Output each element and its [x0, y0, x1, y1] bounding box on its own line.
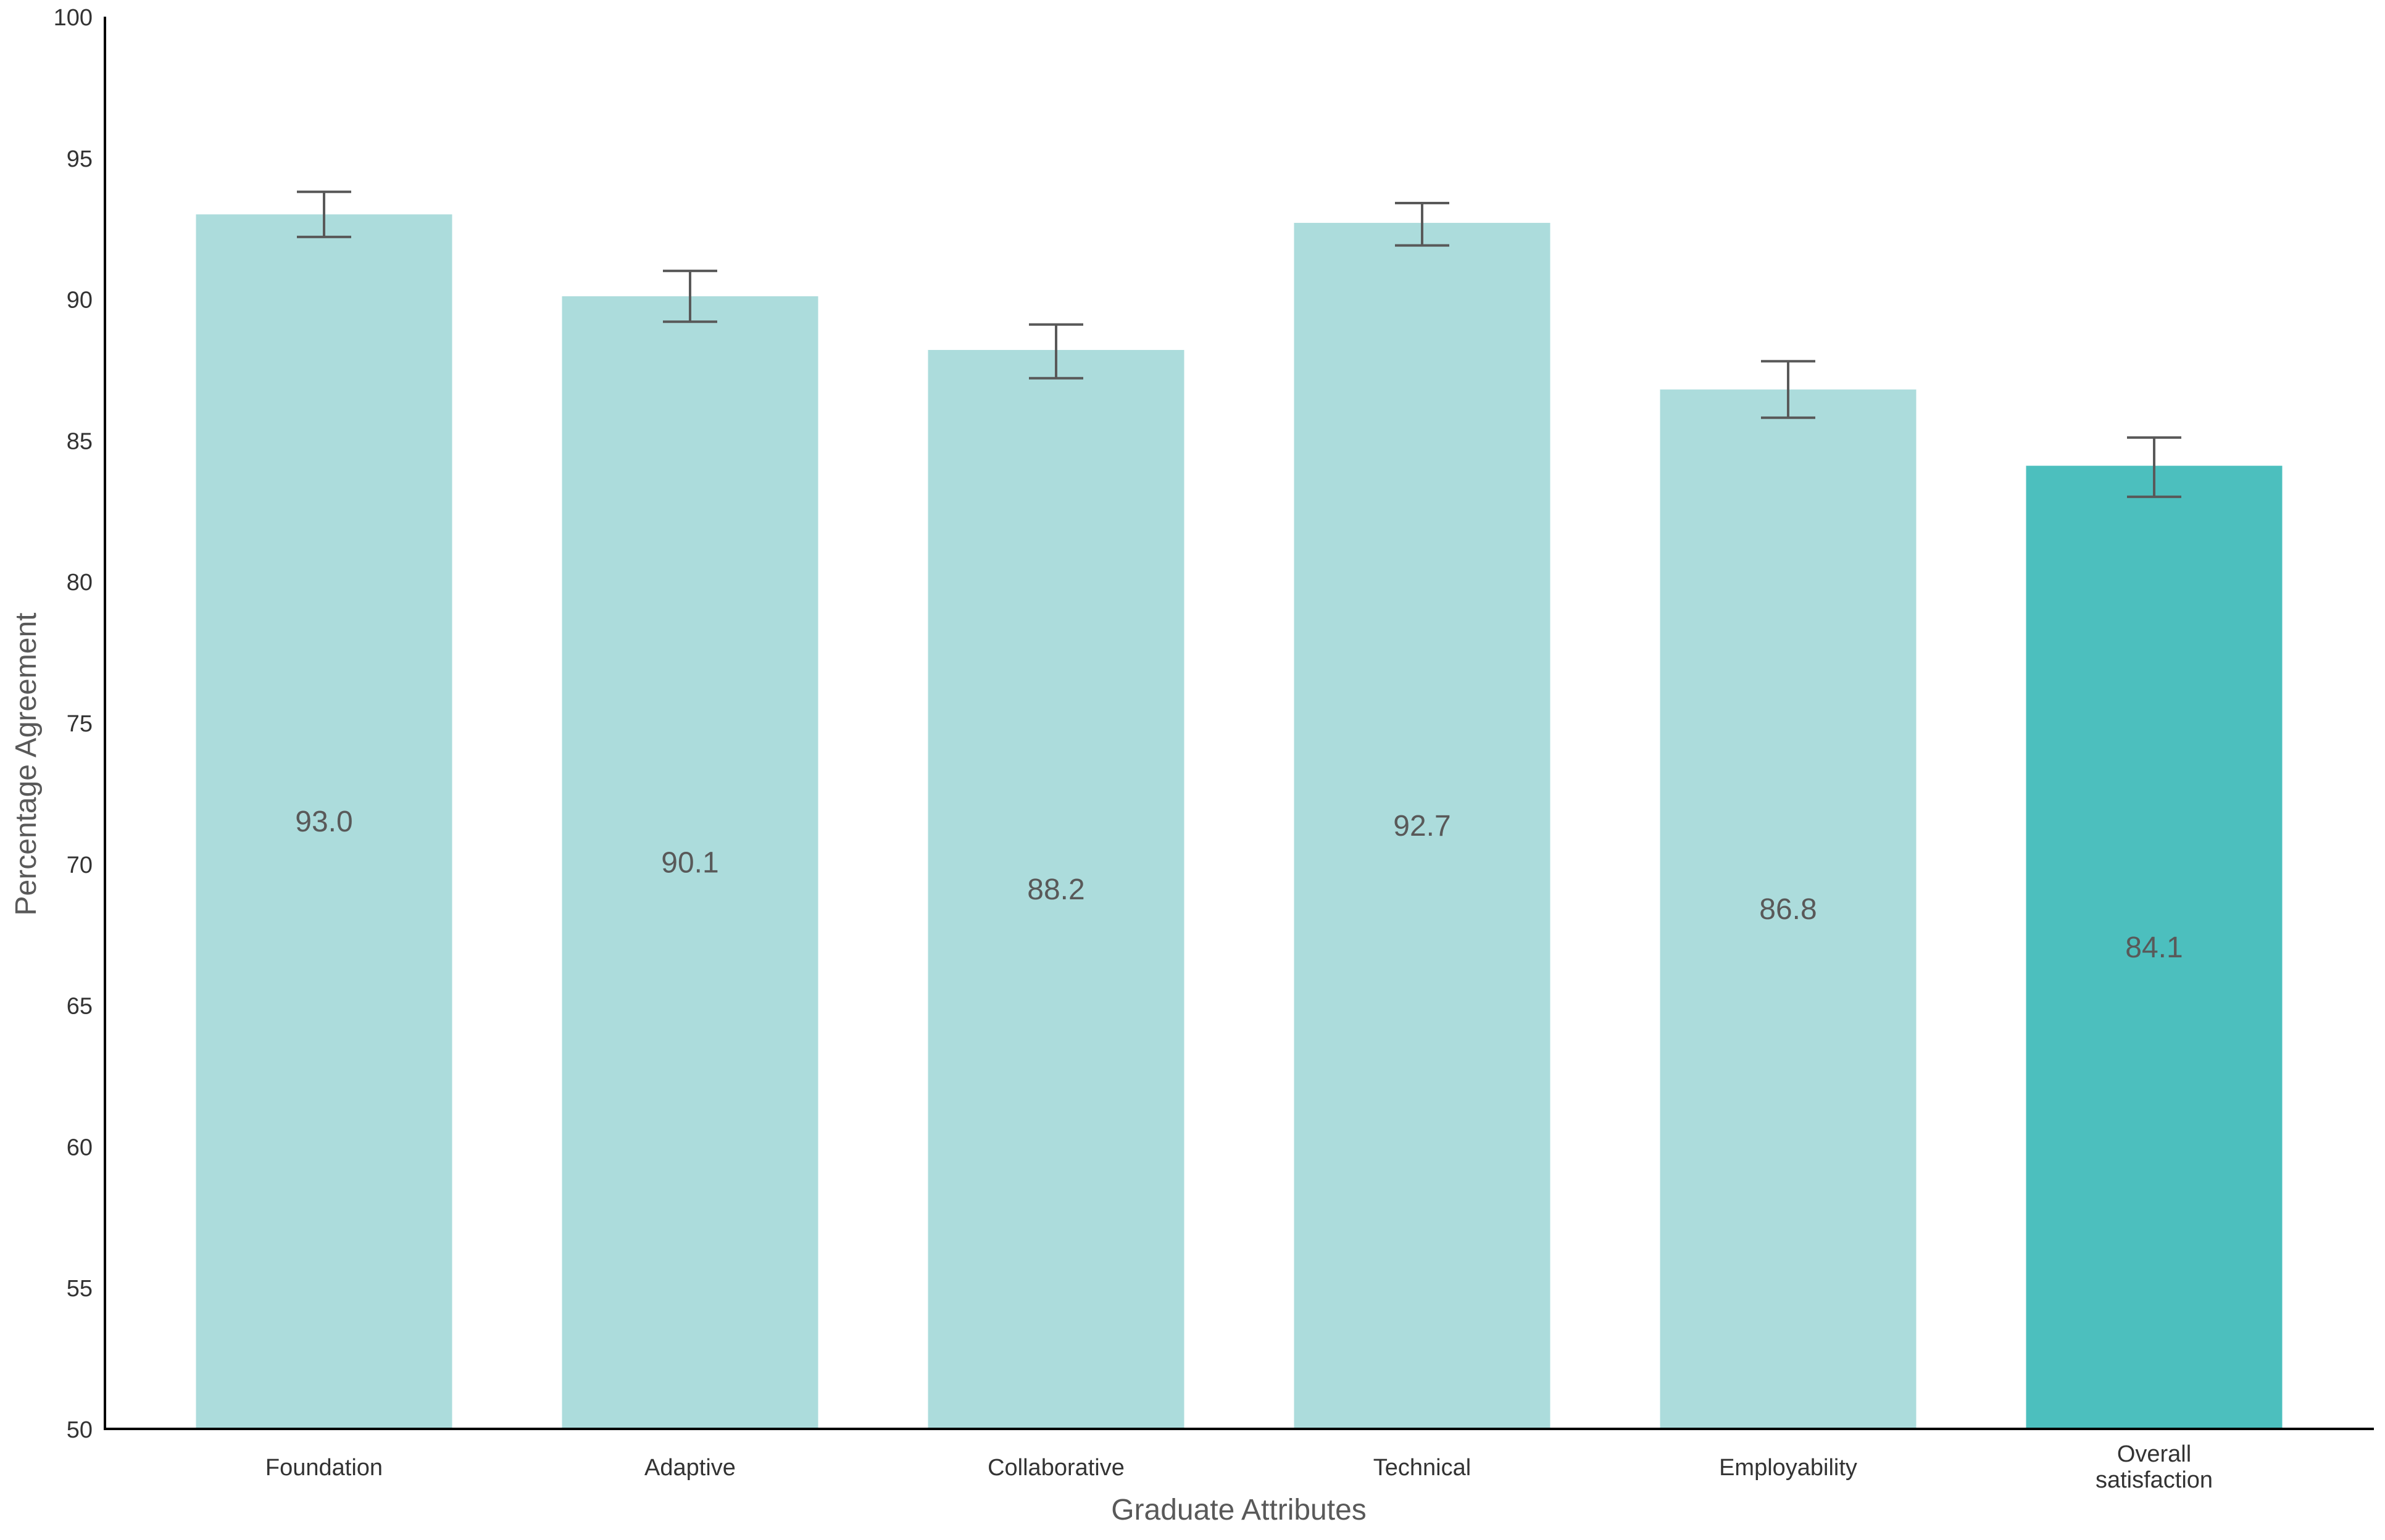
y-tick-label: 100: [54, 5, 93, 31]
y-tick-label: 85: [67, 428, 93, 454]
bar-value-label: 93.0: [295, 805, 352, 838]
bar-value-label: 90.1: [661, 847, 718, 880]
y-tick-label: 70: [67, 852, 93, 878]
y-tick-label: 75: [67, 711, 93, 737]
x-tick-label: Technical: [1373, 1455, 1471, 1481]
x-tick-label: Collaborative: [988, 1455, 1125, 1481]
bar-value-label: 84.1: [2125, 931, 2183, 964]
y-tick-label: 60: [67, 1134, 93, 1160]
bar-value-labels: 93.0 90.1 88.2 92.7 86.8 84.1: [295, 805, 2183, 964]
bar-value-label: 88.2: [1027, 873, 1084, 906]
x-tick-label: Overall: [2117, 1441, 2191, 1467]
x-tick-label: Employability: [1719, 1455, 1857, 1481]
error-bars: [297, 190, 2181, 498]
error-bar: [1029, 323, 1083, 380]
error-bar: [1761, 360, 1815, 419]
y-tick-label: 95: [67, 146, 93, 172]
y-axis-title: Percentage Agreement: [10, 613, 43, 916]
y-tick-label: 65: [67, 994, 93, 1020]
bar: [2026, 465, 2283, 1429]
bar: [1660, 389, 1917, 1429]
bar: [562, 296, 818, 1430]
bar-value-label: 86.8: [1759, 893, 1817, 926]
error-bar: [1395, 202, 1449, 247]
y-tick-label: 80: [67, 570, 93, 596]
x-axis-title: Graduate Attributes: [1111, 1494, 1367, 1526]
error-bar: [2127, 436, 2181, 498]
x-tick-label: satisfaction: [2096, 1467, 2213, 1493]
bar-value-label: 92.7: [1393, 810, 1451, 843]
x-tick-label: Foundation: [265, 1455, 383, 1481]
y-tick-label: 90: [67, 288, 93, 314]
y-tick-label: 55: [67, 1276, 93, 1302]
bar: [928, 349, 1184, 1429]
bars: [196, 214, 2283, 1430]
bar: [196, 214, 452, 1429]
y-tick-label: 50: [67, 1417, 93, 1443]
bar: [1294, 223, 1550, 1430]
error-bar: [663, 269, 717, 323]
axes: Foundation Adaptive Collaborative Technical…: [54, 5, 2374, 1493]
x-tick-label: Adaptive: [644, 1455, 736, 1481]
error-bar: [297, 190, 351, 238]
